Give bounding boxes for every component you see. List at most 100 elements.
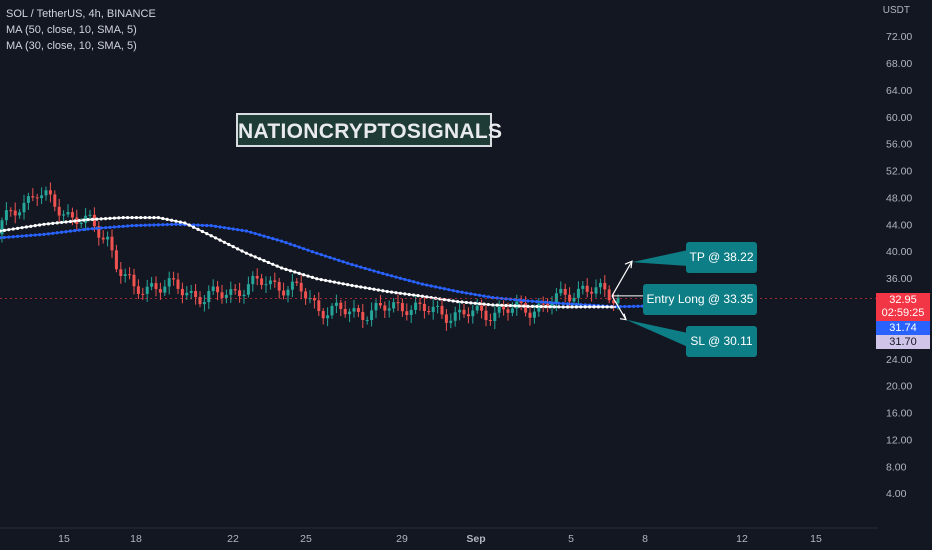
ma-marker: [504, 303, 508, 308]
ma-marker: [266, 235, 270, 239]
price-tick-label: 60.00: [886, 112, 912, 124]
time-tick-label: 25: [300, 533, 312, 545]
ma-marker: [280, 266, 284, 270]
symbol-title[interactable]: SOL / TetherUS, 4h, BINANCE: [6, 8, 156, 20]
candle-body: [44, 190, 48, 196]
ma-marker: [451, 289, 455, 293]
ma-marker: [526, 304, 530, 308]
ma-marker: [240, 228, 244, 232]
ma-marker: [478, 302, 482, 306]
watermark-label: NATIONCRYPTOSIGNALS: [236, 113, 502, 147]
ma-marker: [390, 274, 394, 278]
ma-marker: [442, 287, 446, 291]
ma-marker: [346, 283, 350, 287]
ma-marker: [596, 305, 601, 309]
candle-body: [546, 303, 550, 308]
price-tick-label: 24.00: [886, 354, 912, 366]
ma-marker: [473, 292, 477, 297]
candle-body: [119, 269, 123, 277]
ma-marker: [139, 215, 143, 220]
candle-body: [167, 278, 171, 287]
ma-marker: [482, 294, 486, 298]
candle-body: [110, 236, 114, 251]
candle-body: [132, 274, 136, 287]
candle-body: [128, 274, 132, 276]
ma-marker: [332, 280, 336, 284]
ma-marker: [11, 227, 15, 231]
ma-marker: [359, 285, 363, 289]
ma-marker: [192, 225, 196, 229]
candle-body: [57, 206, 61, 216]
stop-loss-label[interactable]: SL @ 30.11: [686, 326, 757, 357]
candle-body: [26, 196, 30, 203]
candle-body: [158, 289, 162, 293]
candle-body: [493, 312, 497, 322]
candle-body: [616, 297, 620, 304]
candle-body: [114, 250, 118, 270]
ma-marker: [42, 232, 46, 236]
ma-marker: [143, 223, 147, 227]
ma-marker: [372, 287, 376, 291]
candle-body: [154, 283, 158, 290]
candle-body: [440, 305, 444, 315]
candle-body: [4, 210, 8, 221]
candle-body: [282, 290, 286, 296]
ma-marker: [552, 305, 557, 309]
ma-marker: [456, 300, 460, 304]
ma-blue-price-tag: 31.74: [876, 321, 930, 335]
candle-body: [365, 319, 369, 321]
price-axis: 72.00 68.00 64.00 60.00 56.00 52.00 48.00 44.00…: [886, 31, 912, 500]
candle-body: [550, 303, 554, 308]
ma-marker: [319, 253, 323, 257]
ma-marker: [134, 215, 138, 220]
ma-marker: [152, 215, 156, 220]
entry-long-label[interactable]: Entry Long @ 33.35: [643, 284, 757, 315]
candle-body: [88, 214, 92, 216]
ma-marker: [412, 293, 416, 297]
ma-marker: [407, 292, 411, 297]
ma-marker: [38, 233, 42, 237]
ma-marker: [605, 305, 609, 309]
ma-marker: [117, 225, 121, 229]
candle-body: [576, 288, 580, 298]
ma-marker: [275, 264, 279, 268]
candle-body: [405, 311, 409, 315]
time-axis: 15 18 22 25 29 Sep 5 8 12 15: [0, 527, 878, 545]
price-tick-label: 56.00: [886, 139, 912, 151]
ma-marker: [592, 305, 596, 309]
ma-marker: [253, 231, 257, 236]
price-tick-label: 4.00: [886, 488, 907, 500]
ma-marker: [403, 292, 407, 296]
ma-marker: [341, 282, 345, 286]
ma-marker: [306, 274, 310, 278]
candle-body: [572, 297, 576, 302]
ma-marker: [552, 301, 557, 305]
candle-body: [330, 305, 334, 316]
take-profit-label[interactable]: TP @ 38.22: [686, 242, 757, 273]
ma-marker: [566, 305, 570, 309]
candle-body: [48, 190, 52, 195]
candle-body: [0, 220, 4, 235]
ma-marker: [332, 257, 336, 261]
ma-marker: [530, 299, 535, 303]
candle-body: [22, 202, 26, 213]
ma-marker: [99, 226, 103, 230]
ma-marker: [350, 283, 354, 288]
candle-body: [304, 291, 308, 299]
indicator-ma-50[interactable]: MA (50, close, 10, SMA, 5): [6, 24, 137, 36]
candle-body: [229, 289, 233, 295]
candle-body: [480, 305, 484, 311]
candle-body: [202, 302, 206, 305]
ma-marker: [192, 223, 196, 227]
indicator-ma-30[interactable]: MA (30, close, 10, SMA, 5): [6, 40, 137, 52]
ma-marker: [7, 228, 11, 232]
ma-50-line: [0, 223, 669, 308]
candle-body: [392, 302, 396, 309]
candle-body: [299, 282, 303, 292]
ma-white-price-tag: 31.70: [876, 335, 930, 349]
ma-marker: [90, 217, 94, 221]
price-tick-label: 20.00: [886, 381, 912, 393]
ma-marker: [319, 277, 323, 282]
ma-marker: [227, 226, 231, 230]
